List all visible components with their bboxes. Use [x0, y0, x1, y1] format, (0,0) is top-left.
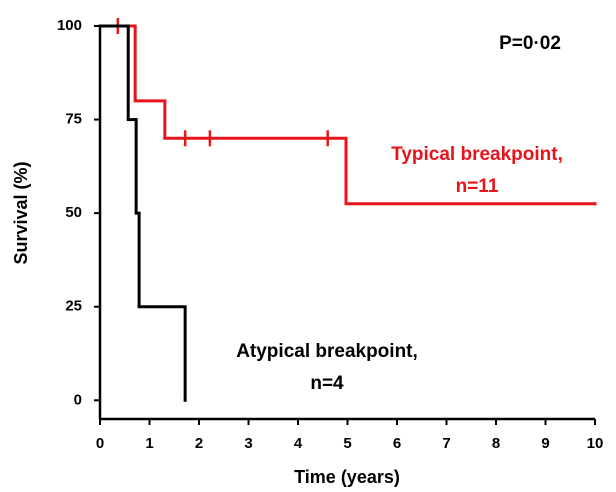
- y-tick-label: 50: [65, 204, 82, 221]
- p-value: P=0·02: [499, 33, 561, 54]
- y-axis-title: Survival (%): [11, 161, 31, 264]
- x-axis-title: Time (years): [294, 467, 400, 487]
- x-tick-label: 5: [343, 435, 351, 452]
- x-tick-label: 1: [145, 435, 153, 452]
- x-tick-label: 2: [195, 435, 203, 452]
- x-tick-label: 9: [541, 435, 549, 452]
- y-tick-label: 100: [57, 17, 82, 34]
- x-tick-label: 0: [96, 435, 104, 452]
- x-tick-label: 7: [442, 435, 450, 452]
- series-label: Typical breakpoint,: [391, 144, 563, 165]
- x-tick-label: 4: [294, 435, 303, 452]
- series-label: n=11: [456, 176, 499, 197]
- y-tick-label: 25: [65, 298, 82, 315]
- x-tick-label: 6: [393, 435, 401, 452]
- y-tick-label: 0: [74, 391, 82, 408]
- series-label: Atypical breakpoint,: [236, 341, 418, 362]
- y-tick-label: 75: [65, 111, 82, 128]
- x-tick-label: 10: [587, 435, 604, 452]
- series-label: n=4: [310, 373, 344, 394]
- x-tick-label: 3: [244, 435, 252, 452]
- x-tick-label: 8: [492, 435, 500, 452]
